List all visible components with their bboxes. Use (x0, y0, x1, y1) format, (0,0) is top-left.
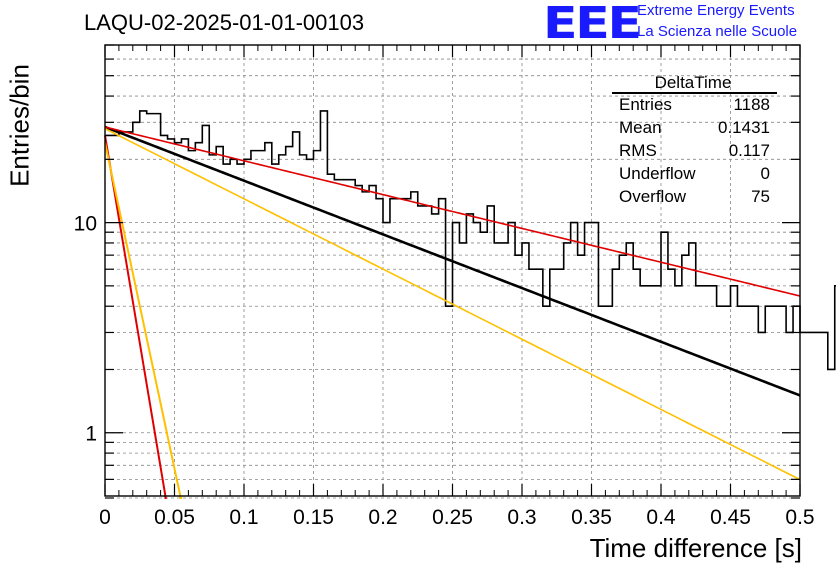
x-tick-label: 0.1 (229, 506, 258, 529)
stats-value: 1188 (733, 95, 770, 114)
fit-curve-3 (104, 127, 801, 481)
eee-logo: EEE (543, 0, 642, 49)
y-tick-label: 1 (85, 423, 97, 446)
axis-ticks: 0 0.05 0.1 0.15 0.2 0.25 0.3 0.35 0.4 0.45 0.5 1 10 (74, 44, 815, 529)
x-tick-label: 0.45 (710, 506, 751, 529)
grid-lines (104, 44, 801, 499)
stats-label: RMS (619, 141, 657, 160)
fit-curves (104, 125, 801, 499)
stats-label: Entries (619, 95, 672, 114)
stats-label: Underflow (619, 164, 696, 183)
histogram-outline (105, 110, 836, 371)
x-tick-label: 0.35 (571, 506, 612, 529)
histogram-bars (105, 110, 836, 371)
stats-value: 0.1431 (718, 118, 770, 137)
stats-box-name: DeltaTime (655, 73, 732, 92)
x-tick-label: 0.05 (154, 506, 195, 529)
fit-curve-4 (104, 135, 167, 499)
x-tick-label: 0.4 (646, 506, 676, 529)
x-tick-label: 0.3 (507, 506, 536, 529)
stats-label: Overflow (619, 187, 687, 206)
fit-curve-2 (104, 126, 801, 297)
stats-label: Mean (619, 118, 662, 137)
fit-curve-5 (104, 142, 183, 499)
x-tick-label: 0 (99, 506, 111, 529)
y-tick-label: 10 (74, 213, 97, 236)
x-axis-label: Time difference [s] (589, 533, 802, 563)
x-tick-label: 0.25 (432, 506, 473, 529)
stats-value: 0.117 (729, 141, 770, 160)
stats-value: 0 (761, 164, 770, 183)
x-tick-label: 0.5 (785, 506, 814, 529)
stats-value: 75 (751, 187, 770, 206)
chart-title: LAQU-02-2025-01-01-00103 (84, 10, 365, 35)
x-tick-label: 0.15 (293, 506, 334, 529)
x-tick-label: 0.2 (368, 506, 397, 529)
brand-line-1: Extreme Energy Events (637, 2, 795, 19)
fit-curve-1 (104, 125, 801, 397)
stats-box: DeltaTime Entries 1188 Mean 0.1431 RMS 0.117 Un… (612, 73, 777, 206)
brand-line-2: La Scienza nelle Scuole (637, 23, 798, 40)
